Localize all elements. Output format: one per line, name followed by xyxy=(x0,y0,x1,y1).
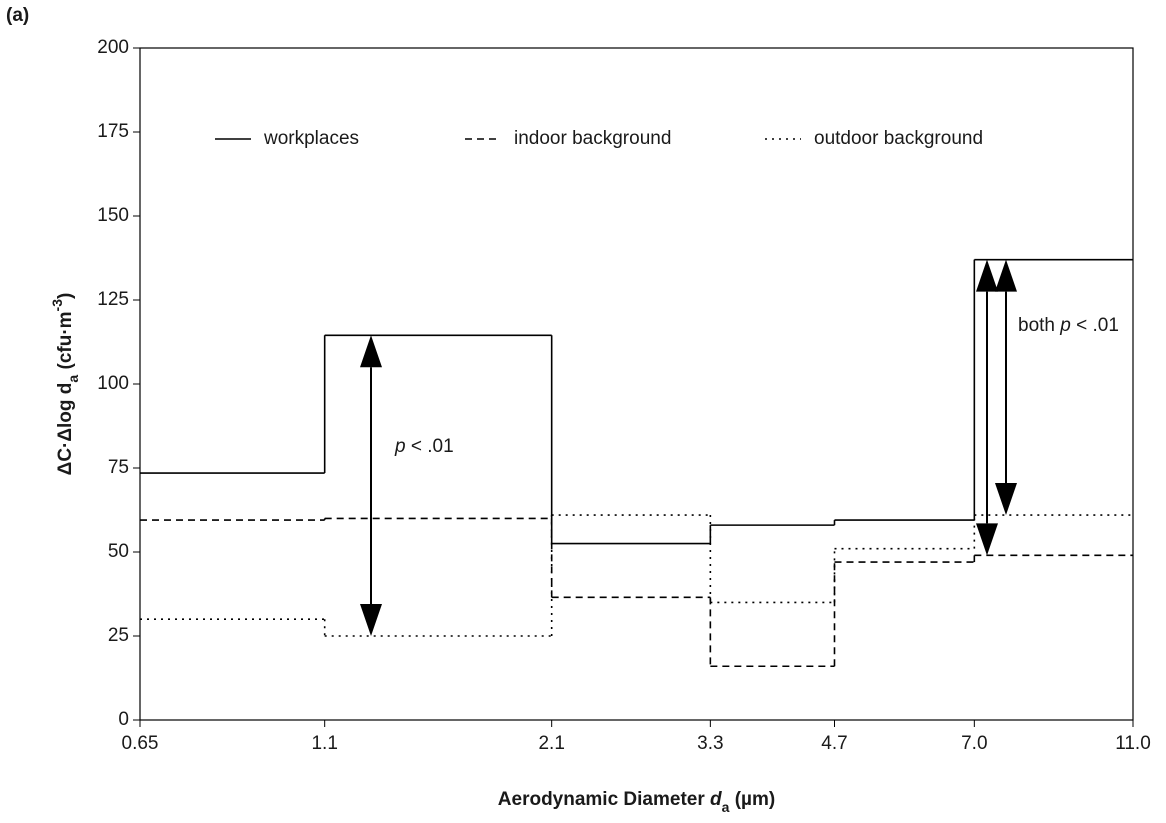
y-tick-label: 125 xyxy=(97,289,129,310)
y-tick-label: 75 xyxy=(108,457,129,478)
arrow-head xyxy=(360,335,382,368)
arrow-head xyxy=(976,259,998,292)
arrow-head xyxy=(360,604,382,636)
y-tick-label: 150 xyxy=(97,205,129,226)
text-run: < .01 xyxy=(1071,315,1119,336)
x-tick-label: 3.3 xyxy=(697,733,723,754)
y-tick-label: 175 xyxy=(97,121,129,142)
text-run: -3 xyxy=(49,299,65,312)
arrow-head xyxy=(995,259,1017,292)
significance-arrow xyxy=(995,259,1017,516)
y-tick-label: 0 xyxy=(118,709,129,730)
y-tick-label: 100 xyxy=(97,373,129,394)
annotation: p < .01 xyxy=(394,436,454,457)
arrow-head xyxy=(976,523,998,556)
significance-arrow xyxy=(360,335,382,636)
text-run: ) xyxy=(55,293,76,299)
text-run: ΔC·Δlog d xyxy=(55,383,76,476)
x-tick-label: 7.0 xyxy=(961,733,987,754)
text-run: (cfu·m xyxy=(55,311,76,374)
text-run: < .01 xyxy=(406,436,454,457)
y-axis-label: ΔC·Δlog da (cfu·m-3) xyxy=(49,293,81,476)
x-tick-label: 4.7 xyxy=(821,733,847,754)
text-run: p xyxy=(394,436,406,457)
x-tick-label: 2.1 xyxy=(538,733,564,754)
text-run: Aerodynamic Diameter xyxy=(498,789,710,810)
text-run: p xyxy=(1059,315,1071,336)
panel-label: (a) xyxy=(6,5,29,26)
significance-arrow xyxy=(976,259,998,556)
text-run: d xyxy=(710,789,722,810)
x-tick-label: 0.65 xyxy=(122,733,159,754)
y-tick-label: 200 xyxy=(97,37,129,58)
x-tick-label: 11.0 xyxy=(1115,733,1151,754)
annotation: both p < .01 xyxy=(1018,315,1119,336)
text-run: (µm) xyxy=(729,789,775,810)
y-tick-label: 50 xyxy=(108,541,129,562)
text-run: a xyxy=(722,799,730,815)
legend-label: indoor background xyxy=(514,128,671,149)
x-axis-label: Aerodynamic Diameter da (µm) xyxy=(498,789,775,815)
legend: workplaces indoor background outdoor backg… xyxy=(215,128,983,149)
legend-label: workplaces xyxy=(263,128,359,149)
legend-label: outdoor background xyxy=(814,128,983,149)
text-run: both xyxy=(1018,315,1060,336)
y-tick-label: 25 xyxy=(108,625,129,646)
arrow-head xyxy=(995,483,1017,516)
text-run: a xyxy=(65,375,81,383)
x-tick-label: 1.1 xyxy=(311,733,337,754)
